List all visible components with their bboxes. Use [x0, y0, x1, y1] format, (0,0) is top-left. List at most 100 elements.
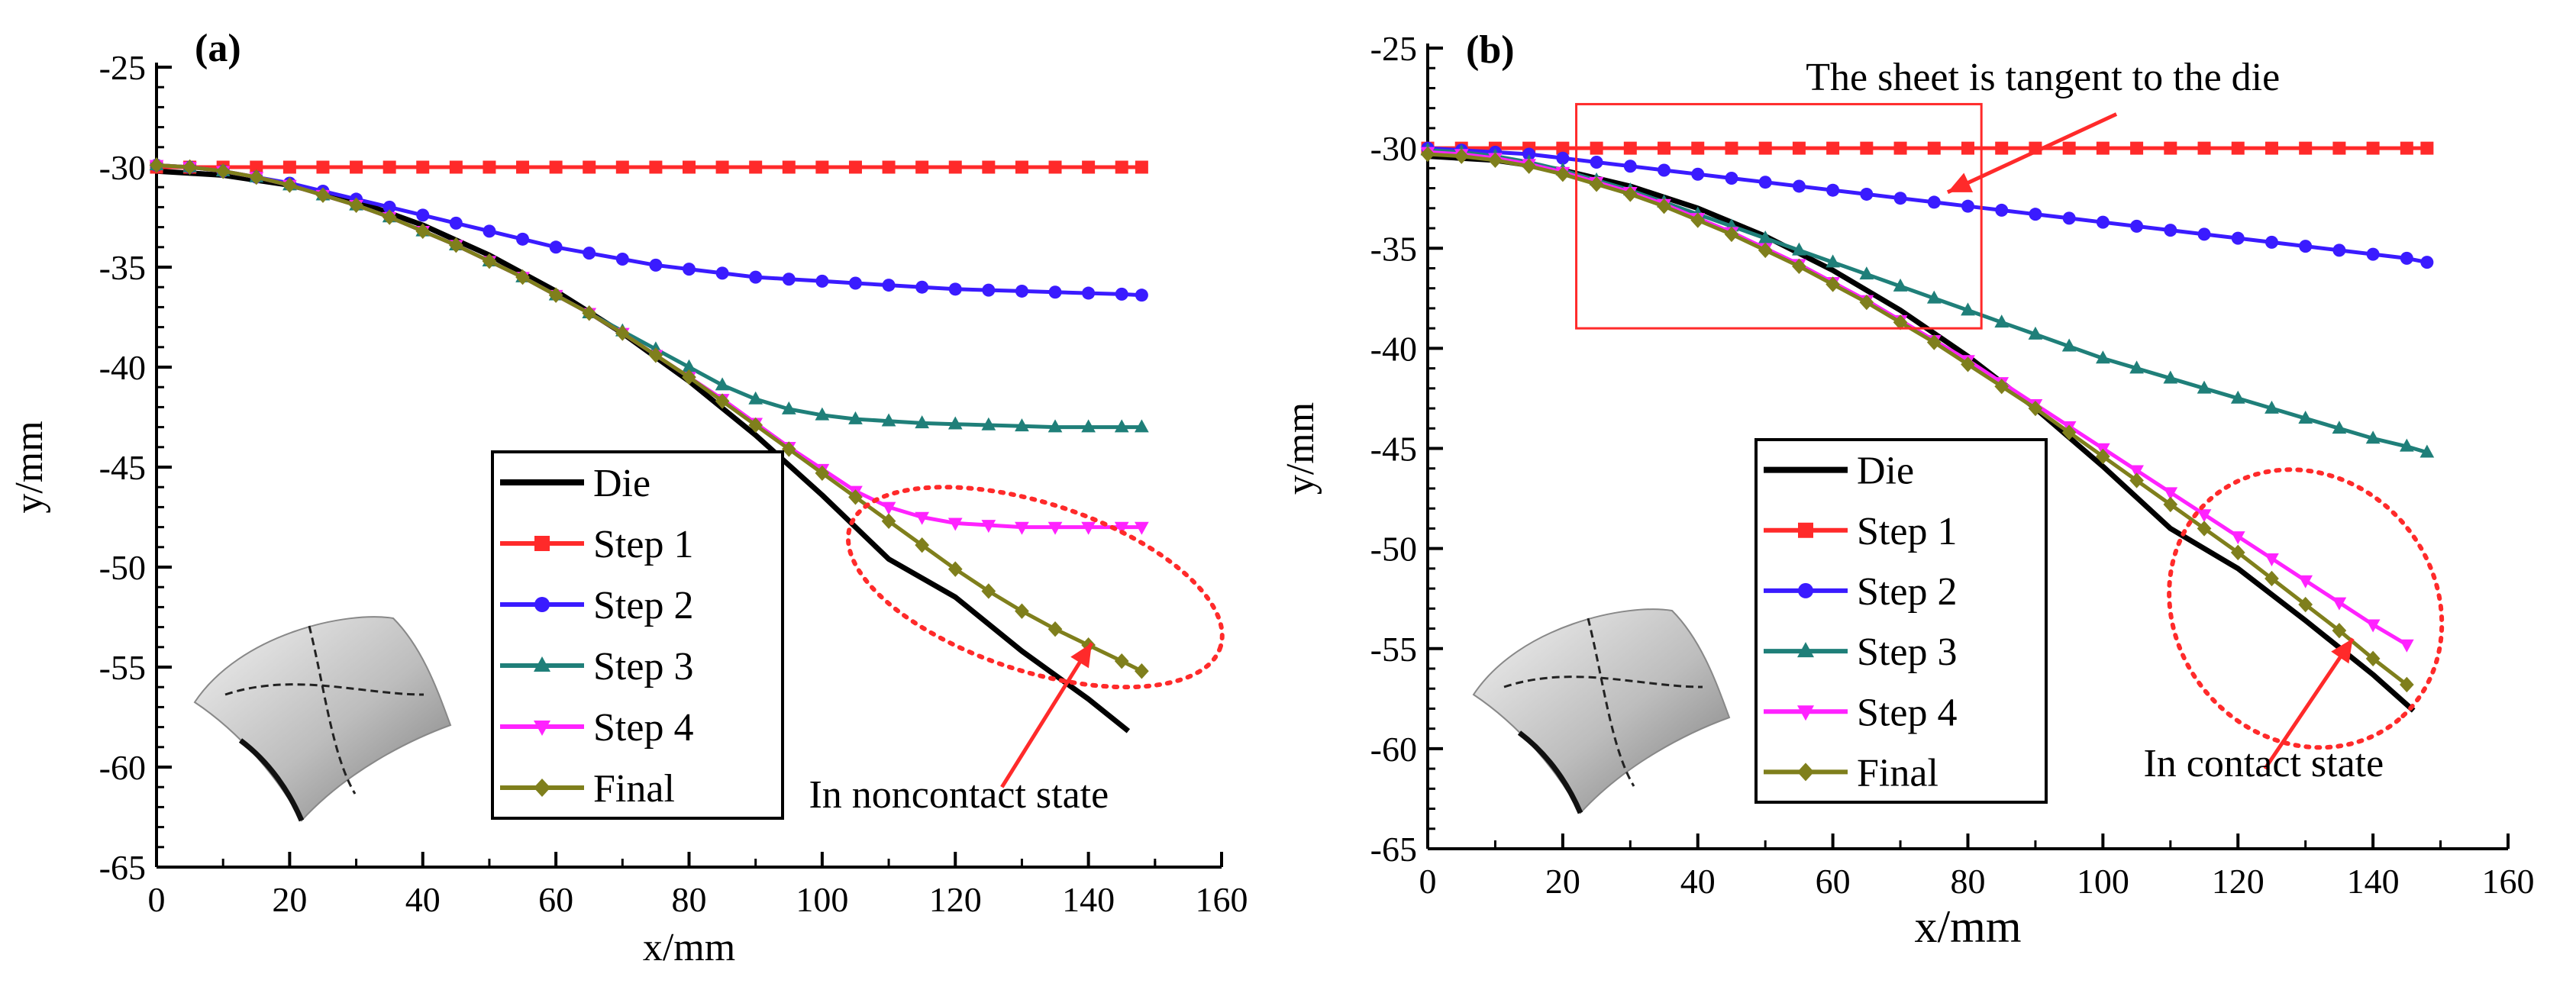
- legend-label-step2: Step 2: [1857, 570, 1957, 614]
- x-axis-label-a: x/mm: [643, 926, 735, 969]
- data-point-final: [2298, 596, 2313, 613]
- dome-surface: [193, 616, 452, 822]
- data-point-step3: [947, 416, 963, 430]
- data-point-step4: [2129, 465, 2144, 479]
- data-point-final: [2365, 650, 2381, 667]
- data-point-final: [2163, 496, 2178, 513]
- dome-grid-line: [1503, 676, 1703, 688]
- series-line-step2: [156, 163, 1142, 298]
- data-point-final: [1522, 158, 1537, 174]
- data-point-step1: [350, 160, 363, 174]
- data-point-step4: [2365, 619, 2381, 633]
- data-point-final: [2096, 448, 2110, 465]
- data-point-step4: [1048, 521, 1063, 535]
- data-point-step2: [915, 280, 929, 294]
- data-point-step1: [2420, 141, 2434, 155]
- data-point-step1: [383, 160, 396, 174]
- y-tick-label: -45: [1370, 430, 1417, 469]
- data-point-step2: [1893, 192, 1907, 205]
- data-point-step3: [1015, 418, 1029, 432]
- data-point-step1: [982, 160, 996, 174]
- data-point-final: [781, 441, 796, 457]
- data-point-step4: [2399, 639, 2414, 653]
- data-point-step2: [1725, 171, 1738, 185]
- series-layer-a: [149, 157, 1149, 734]
- data-point-step1: [1860, 141, 1874, 155]
- data-point-step2: [1927, 195, 1941, 209]
- data-point-final: [615, 325, 630, 341]
- legend-marker-step1: [534, 536, 550, 551]
- x-tick-label: 160: [1196, 880, 1248, 919]
- x-axis-label-b: x/mm: [1914, 901, 2021, 952]
- data-point-step2: [882, 279, 896, 292]
- legend-label-step3: Step 3: [1857, 630, 1957, 674]
- legend-label-die: Die: [593, 462, 650, 505]
- data-point-step1: [416, 160, 430, 174]
- data-point-step1: [2197, 141, 2211, 155]
- data-point-step4: [2163, 487, 2178, 501]
- y-tick-label: -35: [99, 248, 146, 287]
- data-point-step1: [1658, 141, 1671, 155]
- data-point-final: [682, 369, 696, 385]
- data-point-step3: [2028, 326, 2043, 340]
- legend-label-step1: Step 1: [1857, 510, 1957, 553]
- data-point-final: [448, 237, 463, 253]
- data-point-step3: [2264, 400, 2279, 414]
- data-point-step2: [2096, 215, 2110, 229]
- data-point-final: [1015, 603, 1029, 619]
- data-point-step4: [2332, 597, 2347, 611]
- legend-marker-step4: [1797, 705, 1814, 721]
- data-point-final: [315, 187, 331, 203]
- data-point-final: [1589, 176, 1604, 192]
- data-point-step1: [2231, 141, 2245, 155]
- data-point-step3: [781, 401, 796, 414]
- data-point-step3: [848, 411, 863, 424]
- y-tick-label: -35: [1370, 229, 1417, 268]
- x-tick-label: 40: [1680, 862, 1716, 901]
- data-point-step1: [1758, 141, 1772, 155]
- legend-marker-step3: [534, 656, 550, 672]
- legend-marker-final: [1797, 763, 1814, 782]
- y-tick-label: -55: [99, 648, 146, 687]
- data-point-final: [1961, 356, 1975, 372]
- data-point-step2: [948, 282, 962, 296]
- data-point-step3: [2365, 430, 2381, 444]
- data-point-step3: [2197, 380, 2212, 394]
- data-point-step3: [748, 391, 763, 405]
- data-point-final: [1994, 379, 2009, 395]
- data-point-final: [2061, 424, 2077, 440]
- data-point-step3: [2163, 370, 2178, 384]
- data-point-step1: [2130, 141, 2144, 155]
- data-point-final: [1622, 186, 1638, 202]
- data-point-final: [548, 287, 563, 303]
- data-point-step1: [2062, 141, 2076, 155]
- data-point-final: [881, 513, 896, 529]
- data-point-step4: [915, 511, 930, 525]
- data-point-step1: [1623, 141, 1637, 155]
- data-point-final: [947, 561, 963, 577]
- data-point-step1: [282, 160, 296, 174]
- x-tick-label: 20: [272, 880, 307, 919]
- data-point-step3: [1859, 266, 1874, 280]
- x-tick-label: 160: [2482, 862, 2535, 901]
- data-point-final: [1825, 276, 1840, 292]
- data-point-final: [1758, 242, 1773, 259]
- data-point-final: [1420, 146, 1435, 163]
- data-point-step2: [2197, 227, 2211, 241]
- data-point-final: [182, 159, 197, 176]
- y-tick-label: -25: [99, 48, 146, 87]
- data-point-step3: [682, 359, 696, 372]
- data-point-step2: [1826, 183, 1840, 197]
- data-point-step2: [549, 240, 563, 254]
- data-point-final: [349, 197, 363, 213]
- data-point-step3: [881, 413, 896, 427]
- highlight-ellipse: [2167, 467, 2445, 750]
- y-tick-label: -40: [99, 348, 146, 387]
- data-point-step1: [549, 160, 563, 174]
- x-tick-label: 80: [1951, 862, 1986, 901]
- data-point-step3: [915, 415, 930, 429]
- data-point-final: [2197, 521, 2212, 537]
- data-point-step2: [483, 224, 496, 238]
- axes-b: -25 -30 -35 -40 -45 -50 -55 -60 -650 20 40 60 80 100 1…: [1370, 29, 2535, 901]
- x-tick-label: 40: [405, 880, 441, 919]
